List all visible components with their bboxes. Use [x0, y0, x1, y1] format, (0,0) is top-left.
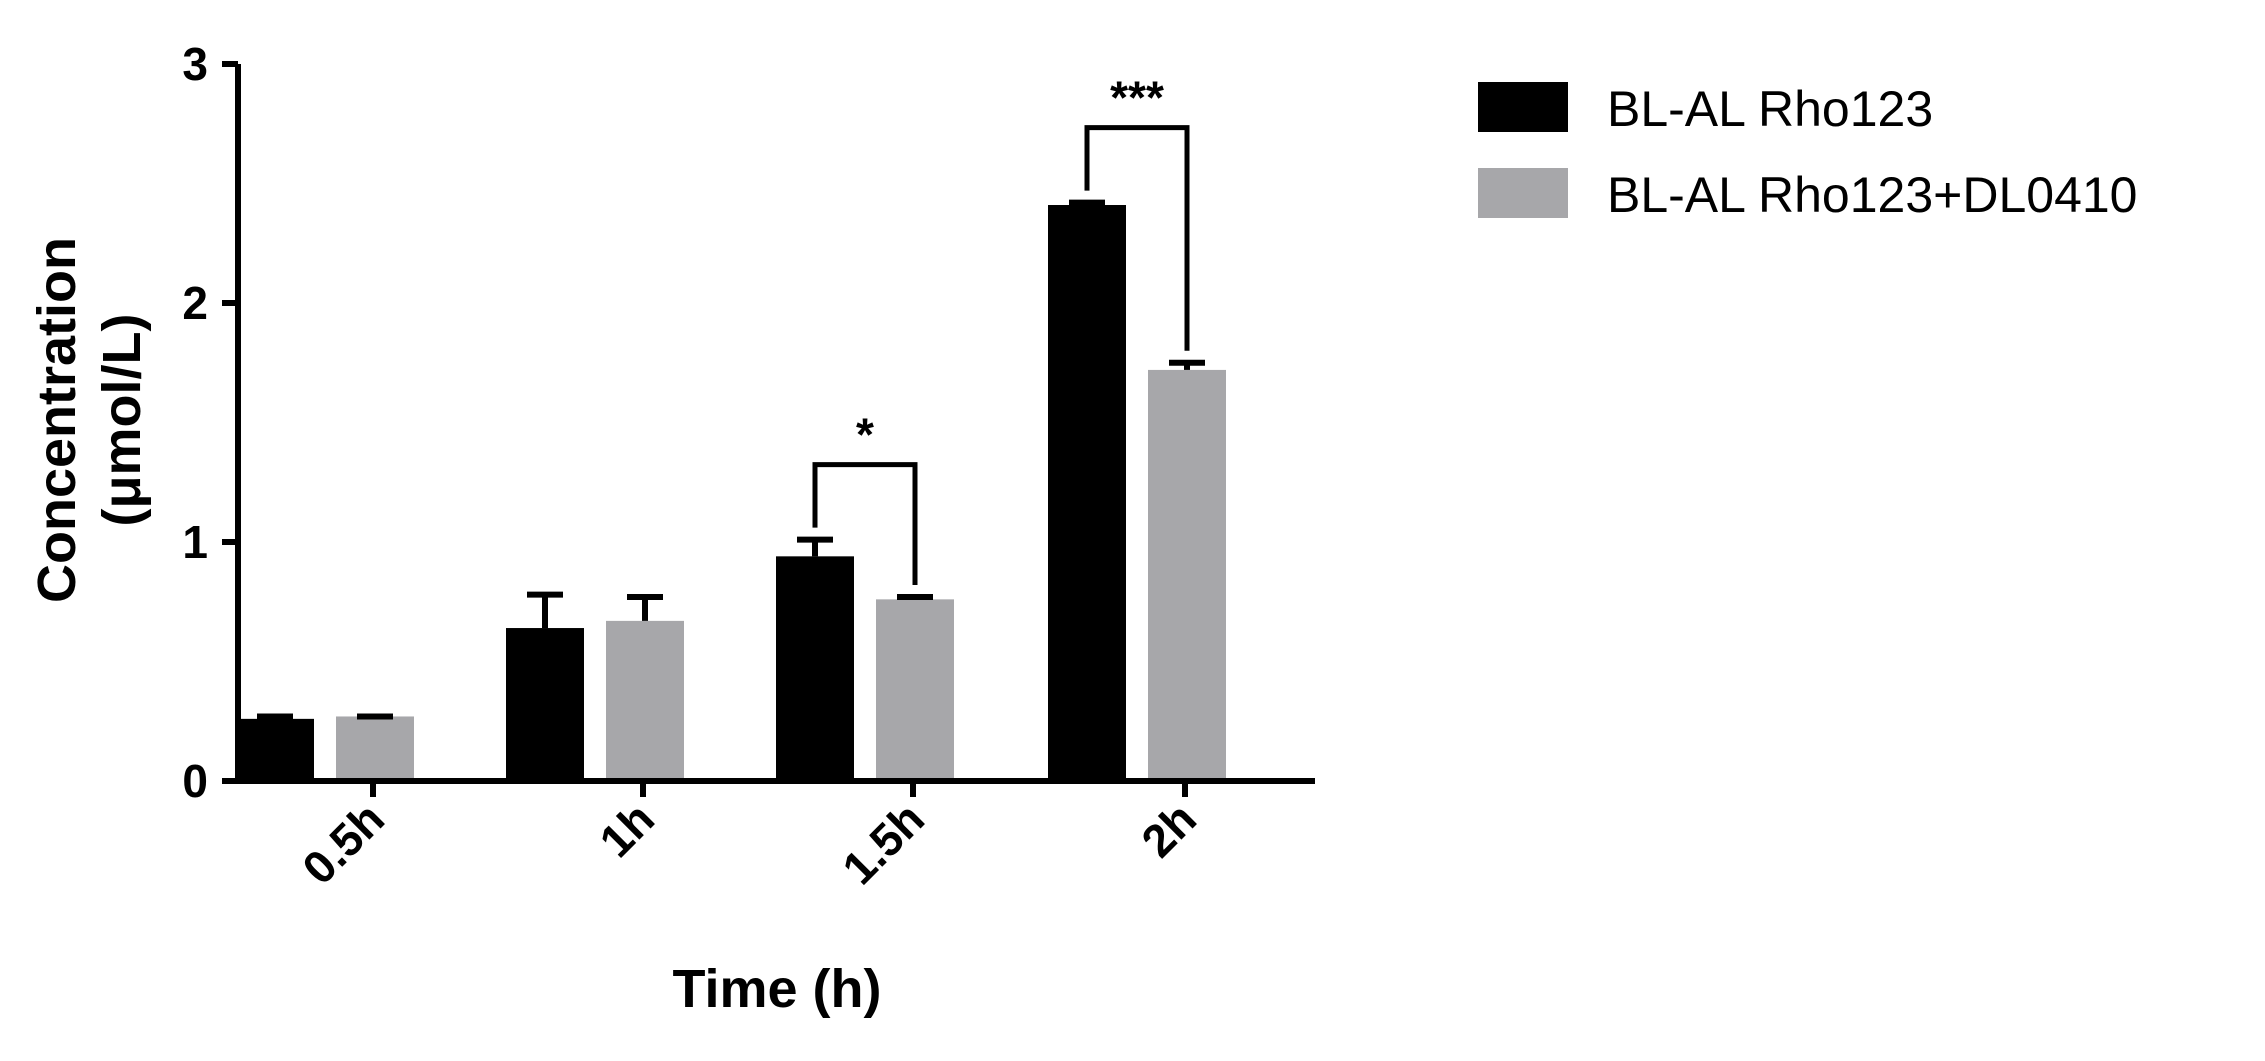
bar-rho123-dl0410-0.5h: [336, 716, 414, 781]
error-bars-layer: [257, 199, 1205, 720]
y-tick-label: 2: [182, 277, 208, 329]
bar-rho123-dl0410-1.5h: [876, 599, 954, 781]
y-tick-label: 1: [182, 516, 208, 568]
x-tick-label: 0.5h: [292, 792, 394, 894]
y-tick-label: 0: [182, 755, 208, 807]
significance-label: ***: [1110, 72, 1164, 124]
x-tick-label: 1.5h: [832, 792, 934, 894]
bars-layer: [236, 205, 1226, 781]
legend-label: BL-AL Rho123+DL0410: [1607, 167, 2138, 223]
legend: BL-AL Rho123 BL-AL Rho123+DL0410: [1478, 81, 2138, 223]
x-tick-label: 1h: [589, 792, 664, 867]
legend-swatch: [1478, 168, 1568, 218]
bar-rho123-1.5h: [776, 556, 854, 781]
significance-bracket: [1084, 125, 1190, 351]
axes-layer: [235, 64, 1315, 784]
bar-rho123-1h: [506, 628, 584, 781]
bar-rho123-dl0410-1h: [606, 620, 684, 781]
bar-rho123-dl0410-2h: [1148, 369, 1226, 781]
y-axis-title-line2: (μmol/L): [92, 314, 152, 527]
x-tick-label: 2h: [1131, 792, 1206, 867]
significance-layer: ****: [812, 72, 1190, 585]
y-tick-label: 3: [182, 38, 208, 90]
significance-bracket: [812, 462, 918, 585]
y-axis-title-line1: Concentration: [27, 237, 87, 603]
x-axis-title: Time (h): [672, 959, 881, 1019]
legend-label: BL-AL Rho123: [1607, 81, 1933, 137]
bar-rho123-0.5h: [236, 718, 314, 781]
legend-swatch: [1478, 82, 1568, 132]
bar-rho123-2h: [1048, 205, 1126, 781]
significance-label: *: [856, 409, 874, 461]
